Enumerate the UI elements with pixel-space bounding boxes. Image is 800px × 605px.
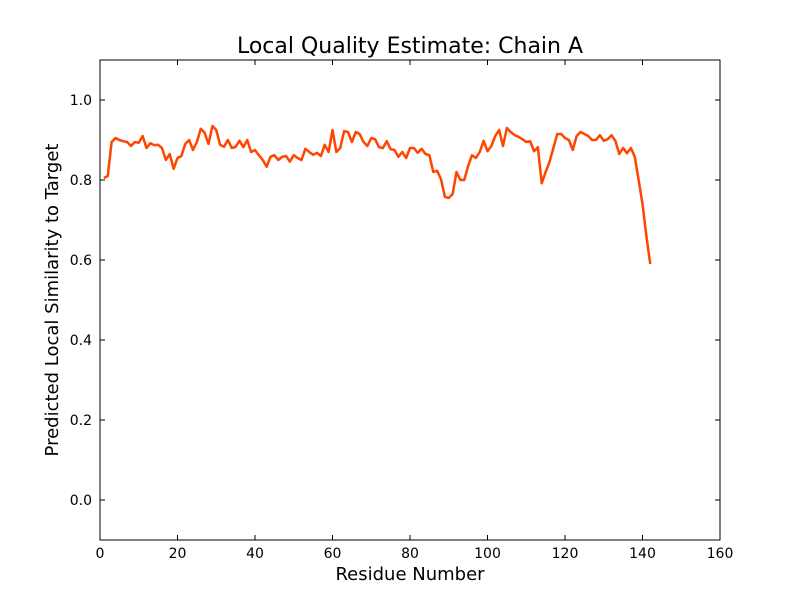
y-axis-title: Predicted Local Similarity to Target	[42, 144, 63, 457]
x-tick-label: 140	[629, 546, 656, 562]
x-tick-label: 40	[246, 546, 264, 562]
x-tick-label: 160	[707, 546, 734, 562]
x-tick-label: 120	[552, 546, 579, 562]
x-axis-title: Residue Number	[335, 564, 485, 585]
chart-title: Local Quality Estimate: Chain A	[237, 34, 583, 59]
plot-frame	[99, 59, 721, 541]
y-tick-label: 0.0	[70, 493, 92, 509]
y-tick-label: 0.8	[70, 173, 92, 189]
plot-area	[103, 124, 652, 265]
y-tick-label: 0.2	[70, 413, 92, 429]
y-tick-label: 1.0	[70, 93, 92, 109]
series-line-0	[103, 124, 652, 265]
y-tick-label: 0.4	[70, 333, 92, 349]
x-tick-label: 0	[96, 546, 105, 562]
x-tick-label: 20	[169, 546, 187, 562]
y-tick-label: 0.6	[70, 253, 92, 269]
x-tick-label: 80	[401, 546, 419, 562]
x-tick-label: 60	[324, 546, 342, 562]
axis-ticks: 0 20 40 60 80 100 120 140 160 0.0 0.2 0.4 0.6 0.8 1.0	[70, 60, 734, 562]
x-tick-label: 100	[474, 546, 501, 562]
